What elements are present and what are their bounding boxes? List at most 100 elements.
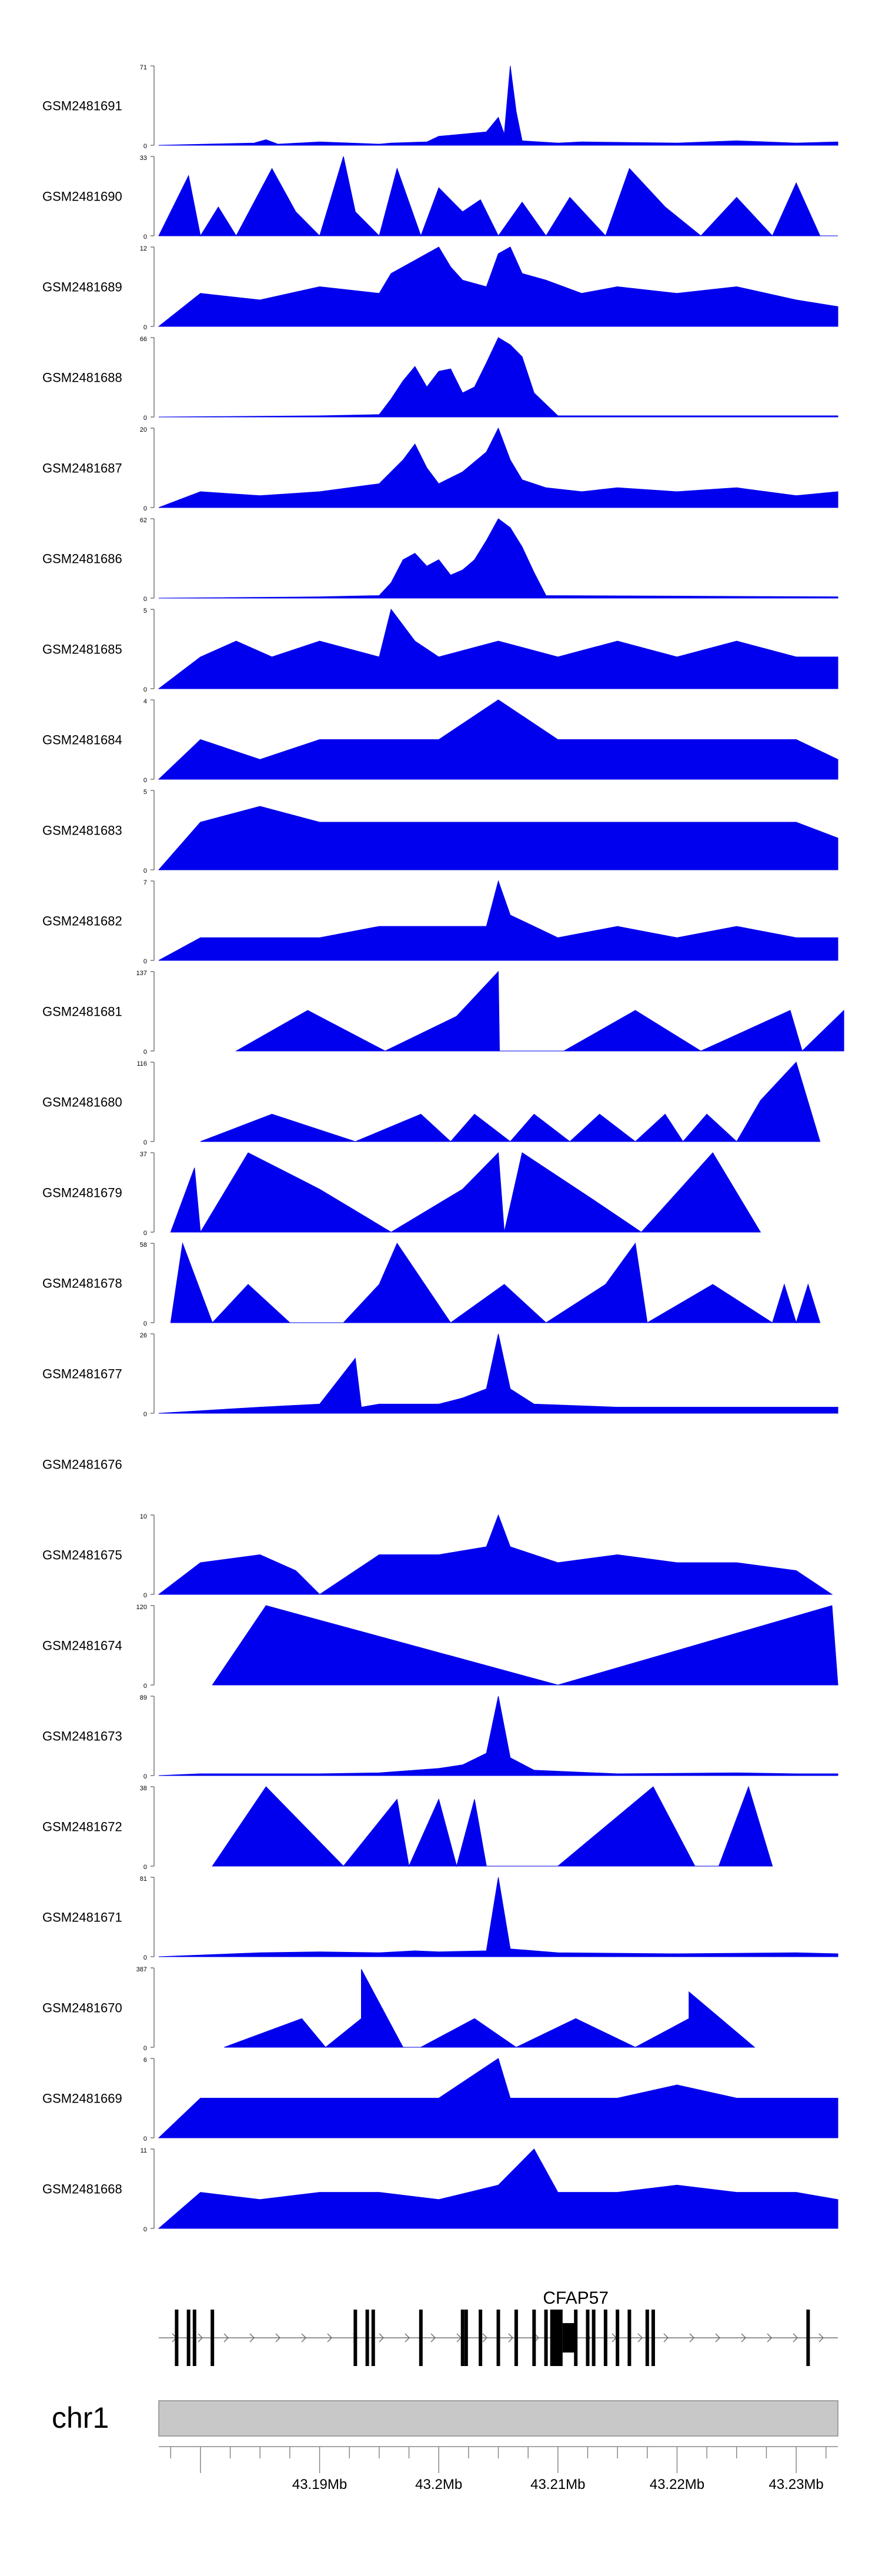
track-label: GSM2481670 — [42, 2001, 122, 2016]
exon-mark — [353, 2310, 358, 2366]
x-tick-label: 43.21Mb — [530, 2477, 585, 2492]
track-GSM2481684: GSM2481684 4 0 — [42, 698, 838, 784]
exon-mark — [365, 2310, 369, 2366]
y-min-label: 0 — [143, 1864, 147, 1871]
track-GSM2481681: GSM2481681 137 0 — [42, 970, 844, 1056]
exon-mark — [211, 2310, 215, 2366]
y-max-label: 33 — [140, 155, 147, 162]
y-min-label: 0 — [143, 777, 147, 784]
y-min-label: 0 — [143, 233, 147, 241]
x-tick-label: 43.2Mb — [415, 2477, 462, 2492]
y-max-label: 137 — [136, 970, 147, 977]
y-max-label: 81 — [140, 1876, 147, 1883]
y-max-label: 11 — [141, 2147, 147, 2154]
exon-mark — [175, 2310, 179, 2366]
coverage-area — [158, 699, 838, 780]
exon-mark — [544, 2310, 548, 2366]
y-max-label: 120 — [136, 1604, 147, 1611]
track-GSM2481687: GSM2481687 20 0 — [42, 426, 838, 512]
strand-arrow — [534, 2333, 540, 2343]
y-min-label: 0 — [143, 1773, 147, 1780]
track-GSM2481678: GSM2481678 58 0 — [42, 1242, 821, 1327]
exon-mark — [651, 2310, 655, 2366]
exon-mark — [550, 2310, 554, 2366]
y-max-label: 116 — [136, 1060, 147, 1067]
track-label: GSM2481680 — [42, 1095, 122, 1110]
strand-arrow — [663, 2333, 669, 2343]
x-tick-label: 43.23Mb — [769, 2477, 823, 2492]
gene-name-label: CFAP57 — [543, 2288, 609, 2308]
coverage-area — [158, 518, 838, 599]
exon-mark — [627, 2310, 632, 2366]
strand-arrow — [715, 2333, 721, 2343]
chromosome-bar — [158, 2400, 838, 2437]
track-GSM2481668: GSM2481668 11 0 — [42, 2147, 838, 2233]
coverage-area — [212, 1786, 773, 1867]
y-min-label: 0 — [143, 324, 147, 331]
gene-model-track: CFAP57 — [159, 2288, 838, 2366]
exon-mark — [806, 2310, 810, 2366]
coverage-area — [158, 880, 838, 961]
y-min-label: 0 — [143, 686, 147, 693]
y-min-label: 0 — [143, 1320, 147, 1327]
track-label: GSM2481671 — [42, 1910, 122, 1925]
coverage-area — [158, 427, 838, 508]
coverage-area — [158, 65, 838, 146]
track-label: GSM2481669 — [42, 2091, 122, 2106]
track-label: GSM2481684 — [42, 733, 122, 748]
y-max-label: 6 — [143, 2057, 147, 2064]
track-label: GSM2481668 — [42, 2182, 122, 2197]
chromosome-ideogram-track: chr1 — [52, 2400, 838, 2437]
strand-arrow — [223, 2333, 229, 2343]
strand-arrow — [379, 2333, 385, 2343]
track-label: GSM2481687 — [42, 461, 122, 476]
coverage-area — [170, 1152, 761, 1233]
y-max-label: 37 — [140, 1151, 147, 1158]
exon-mark — [514, 2310, 518, 2366]
exon-mark — [192, 2310, 196, 2366]
strand-arrow — [508, 2333, 514, 2343]
y-min-label: 0 — [143, 867, 147, 875]
strand-arrow — [818, 2333, 824, 2343]
y-max-label: 4 — [143, 698, 147, 705]
y-max-label: 20 — [140, 426, 147, 433]
strand-arrow — [637, 2333, 643, 2343]
strand-arrow — [430, 2333, 436, 2343]
y-min-label: 0 — [143, 2226, 147, 2233]
x-tick-label: 43.19Mb — [292, 2477, 347, 2492]
coverage-area — [158, 1514, 833, 1595]
strand-arrow — [793, 2333, 799, 2343]
coverage-area — [158, 2058, 838, 2138]
track-GSM2481685: GSM2481685 5 0 — [42, 608, 838, 693]
coverage-area — [224, 1969, 756, 2048]
exon-mark — [586, 2310, 590, 2366]
y-min-label: 0 — [143, 2045, 147, 2052]
coverage-area — [158, 806, 838, 870]
track-label: GSM2481686 — [42, 552, 122, 566]
track-label: GSM2481690 — [42, 189, 122, 204]
exon-mark — [186, 2310, 191, 2366]
track-GSM2481671: GSM2481671 81 0 — [42, 1876, 838, 1961]
track-GSM2481690: GSM2481690 33 0 — [42, 155, 838, 241]
track-GSM2481689: GSM2481689 12 0 — [42, 245, 838, 331]
track-label: GSM2481673 — [42, 1729, 122, 1744]
exon-mark — [479, 2310, 483, 2366]
track-label: GSM2481688 — [42, 371, 122, 385]
coverage-area — [158, 1696, 838, 1776]
exon-mark — [460, 2310, 465, 2366]
y-min-label: 0 — [143, 505, 147, 512]
track-label: GSM2481691 — [42, 99, 122, 114]
track-GSM2481683: GSM2481683 5 0 — [42, 789, 838, 875]
exon-mark — [603, 2310, 607, 2366]
y-max-label: 12 — [140, 245, 147, 252]
track-GSM2481686: GSM2481686 62 0 — [42, 517, 838, 603]
y-min-label: 0 — [143, 1411, 147, 1418]
coverage-area — [158, 156, 838, 237]
coverage-area — [212, 1605, 838, 1686]
coverage-area — [158, 608, 838, 689]
y-max-label: 58 — [140, 1242, 147, 1249]
strand-arrow — [301, 2333, 307, 2343]
x-tick-label: 43.22Mb — [650, 2477, 704, 2492]
track-GSM2481669: GSM2481669 6 0 — [42, 2057, 838, 2143]
